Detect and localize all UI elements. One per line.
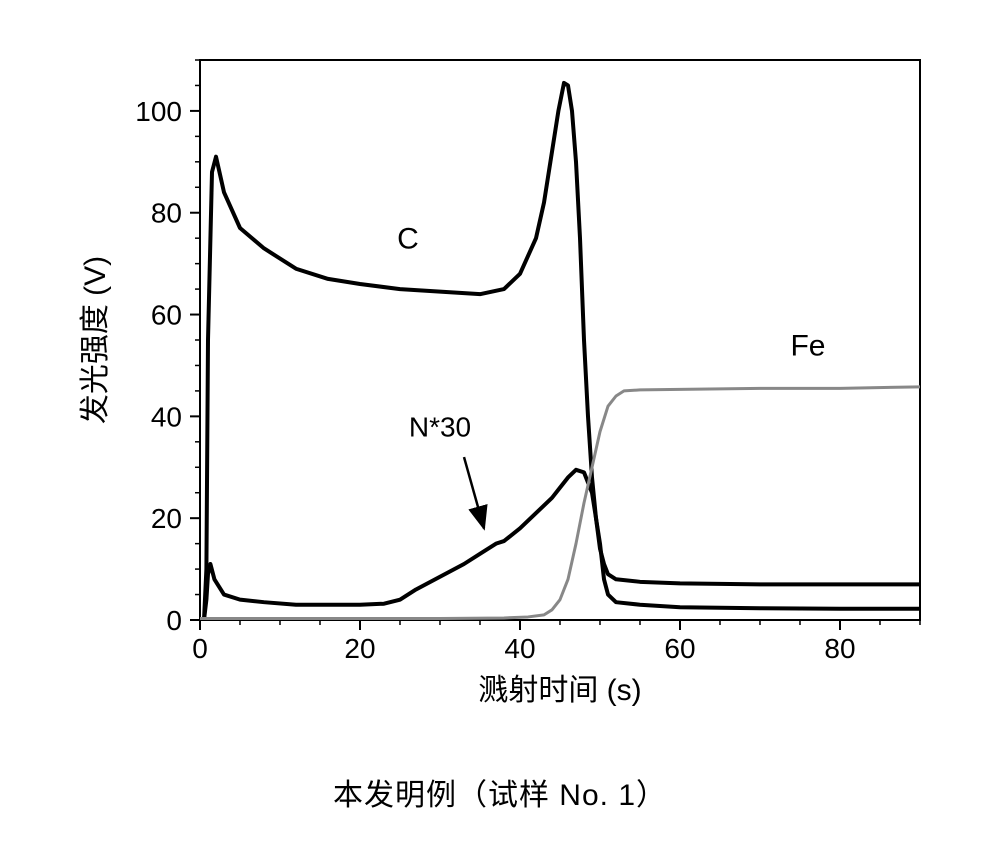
series-label-Nx30: N*30 [409,412,471,443]
annotation-arrow [464,457,484,528]
series-label-Fe: Fe [790,329,825,362]
series-label-C: C [397,222,419,255]
y-tick-label: 20 [151,503,182,534]
y-tick-label: 100 [135,96,182,127]
y-tick-label: 80 [151,198,182,229]
y-tick-label: 0 [166,605,182,636]
chart-container: 0 20 40 60 80 0 20 40 60 80 100 溅射时间 (s) 发光强度 (V) C N*… [50,30,950,710]
y-axis-label: 发光强度 (V) [79,256,112,424]
chart-svg: 0 20 40 60 80 0 20 40 60 80 100 溅射时间 (s) 发光强度 (V) C N*… [50,30,950,710]
x-tick-label: 80 [824,633,855,664]
x-tick-label: 60 [664,633,695,664]
x-tick-label: 20 [344,633,375,664]
x-axis-label: 溅射时间 (s) [478,674,641,707]
y-tick-label: 40 [151,401,182,432]
x-tick-label: 0 [192,633,208,664]
figure-caption: 本发明例（试样 No. 1） [0,770,1000,814]
y-tick-label: 60 [151,300,182,331]
x-tick-label: 40 [504,633,535,664]
